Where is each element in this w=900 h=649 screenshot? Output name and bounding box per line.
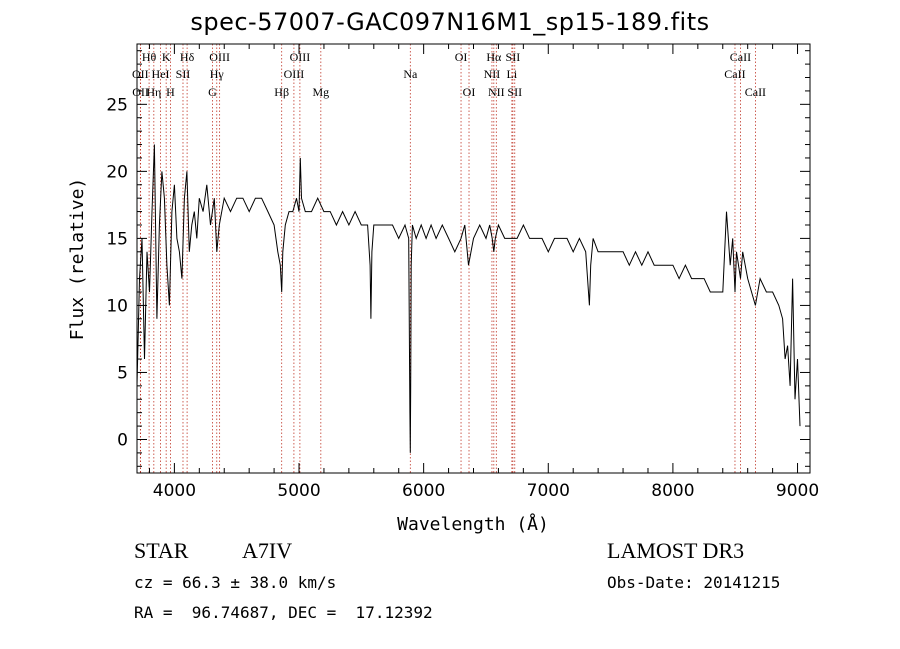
y-tick-label: 20 [106,162,128,182]
y-tick-label: 5 [117,363,128,383]
x-tick-label: 5000 [277,481,320,501]
line-label: OI [455,50,468,64]
y-tick-label: 25 [106,95,128,115]
line-label: Hη [146,85,161,99]
x-axis-ticks: 4000 5000 6000 7000 8000 9000 [148,44,819,501]
spectrum-line [136,144,801,453]
y-axis-ticks: 0 5 10 15 20 25 [106,50,810,467]
line-label: Hγ [210,67,225,81]
observation-date: Obs-Date: 20141215 [607,573,781,592]
y-axis-label: Flux (relative) [67,178,88,341]
x-tick-label: 7000 [527,481,570,501]
line-label: Mg [312,85,329,99]
spectral-subclass: A7IV [242,538,293,563]
x-tick-label: 8000 [651,481,694,501]
y-tick-label: 10 [106,296,128,316]
line-label: CaII [745,85,766,99]
survey-name: LAMOST DR3 [607,538,745,563]
line-label: OI [463,85,476,99]
line-label: OIII [209,50,230,64]
line-label: SII [176,67,191,81]
line-label: OII [132,85,149,99]
line-label: NII [488,85,505,99]
object-class: STAR [134,538,189,563]
y-tick-label: 0 [117,430,128,450]
line-label: Hδ [180,50,195,64]
line-label: H [166,85,175,99]
line-label: SII [507,85,522,99]
line-label: Hβ [274,85,289,99]
line-label: CaII [730,50,751,64]
line-label: Hθ [142,50,157,64]
line-label: Hα [486,50,502,64]
x-tick-label: 6000 [402,481,445,501]
chart-title: spec-57007-GAC097N16M1_sp15-189.fits [190,8,710,36]
redshift-velocity: cz = 66.3 ± 38.0 km/s [134,573,337,592]
x-tick-label: 4000 [153,481,196,501]
line-label: SII [506,50,521,64]
line-label: OIII [284,67,305,81]
y-tick-label: 15 [106,229,128,249]
line-label: CaII [724,67,745,81]
x-tick-label: 9000 [776,481,819,501]
line-label: Na [403,67,418,81]
x-axis-label: Wavelength (Å) [397,513,549,535]
line-label: OIII [290,50,311,64]
line-label: NII [484,67,501,81]
line-label: OII [132,67,149,81]
coordinates: RA = 96.74687, DEC = 17.12392 [134,603,433,622]
plot-frame [136,43,811,474]
line-label: Li [507,67,518,81]
line-label: G [208,85,217,99]
line-label: K [162,50,171,64]
emission-line-markers [139,44,756,473]
line-label: HeI [152,67,170,81]
